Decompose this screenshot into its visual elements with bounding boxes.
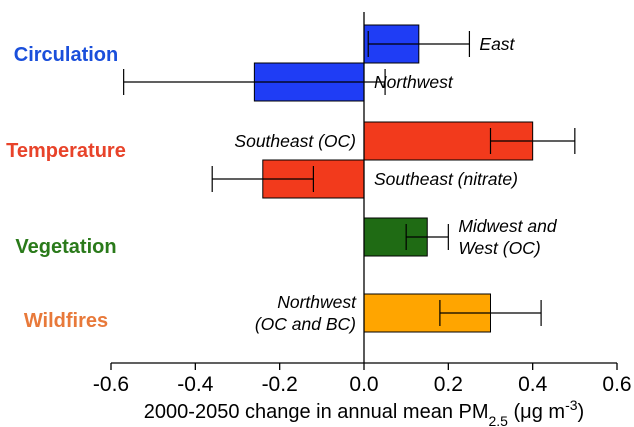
bar-label-1: Northwest [374,72,454,92]
x-tick-label-4: 0.2 [434,373,463,396]
error-bar-4 [405,224,449,250]
bar-label-5: Northwest (OC and BC) [255,292,357,334]
error-bar-2 [489,128,576,154]
category-label-temperature: Temperature [6,140,126,162]
x-tick-label-3: 0.0 [349,373,378,396]
error-bar-3 [211,166,314,192]
bar-label-2: Southeast (OC) [234,131,356,151]
category-labels: Circulation Temperature Vegetation Wildfire… [6,44,126,332]
x-tick-label-2: -0.2 [262,373,298,396]
error-bar-0 [367,31,471,57]
bar-label-0: East [479,34,515,54]
category-label-circulation: Circulation [14,44,118,66]
category-label-vegetation: Vegetation [15,236,116,258]
category-label-wildfires: Wildfires [24,310,108,332]
bar-labels: East Northwest Southeast (OC) Southeast (ni… [234,34,557,334]
x-tick-label-6: 0.6 [602,373,631,396]
error-bar-5 [439,300,542,326]
bar-label-4: Midwest and West (OC) [458,216,558,258]
x-tick-label-0: -0.6 [93,373,129,396]
x-ticks: -0.6 -0.4 -0.2 0.0 0.2 0.4 0.6 [93,363,632,396]
error-bar-1 [123,69,386,95]
bar-label-3: Southeast (nitrate) [374,169,518,189]
x-tick-label-1: -0.4 [177,373,214,396]
error-bars [123,31,576,326]
x-axis-title: 2000-2050 change in annual mean PM2.5 (μ… [144,397,584,427]
x-tick-label-5: 0.4 [518,373,548,396]
